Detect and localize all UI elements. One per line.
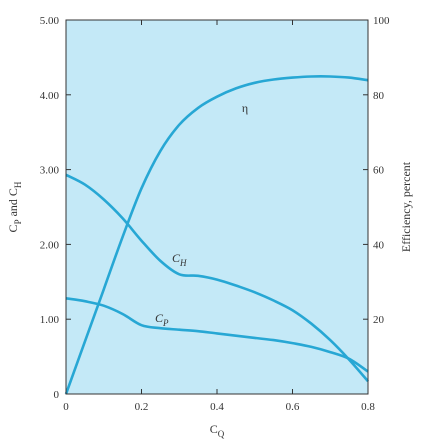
y-left-axis-label: CP and CH (6, 181, 23, 232)
plot-background (66, 20, 368, 394)
y-left-tick-label: 5.00 (40, 15, 60, 27)
x-tick-label: 0.4 (210, 401, 224, 413)
y-left-tick-label: 4.00 (40, 90, 60, 102)
y-left-tick-labels: 0 1.00 2.00 3.00 4.00 5.00 (40, 15, 60, 401)
x-axis-label: CQ (210, 422, 225, 439)
y-left-tick-label: 3.00 (40, 165, 60, 177)
y-left-tick-label: 1.00 (40, 314, 60, 326)
eta-curve-label: η (242, 101, 248, 115)
y-right-tick-label: 40 (373, 239, 385, 251)
x-axis-ticks (65, 20, 369, 394)
ch-curve-label: CH (172, 251, 187, 268)
y-left-tick-label: 2.00 (40, 239, 60, 251)
y-right-tick-labels: 20 40 60 80 100 (373, 15, 390, 326)
series-line-eta (64, 75, 369, 395)
y-left-axis-ticks (66, 19, 71, 395)
y-right-tick-label: 20 (373, 314, 385, 326)
y-right-tick-label: 80 (373, 90, 385, 102)
series-line-ch (65, 173, 369, 383)
x-axis-tick-labels: 0 0.2 0.4 0.6 0.8 (63, 401, 375, 413)
x-tick-label: 0 (63, 401, 69, 413)
series-line-cp (65, 297, 369, 373)
y-right-axis-label: Efficiency, percent (399, 161, 413, 252)
y-right-tick-label: 60 (373, 165, 385, 177)
curves (64, 75, 369, 395)
x-tick-label: 0.8 (361, 401, 375, 413)
y-right-tick-label: 100 (373, 15, 390, 27)
cp-curve-label: CP (155, 311, 169, 328)
x-tick-label: 0.2 (135, 401, 149, 413)
y-right-axis-ticks (363, 19, 368, 320)
x-tick-label: 0.6 (286, 401, 300, 413)
y-left-tick-label: 0 (54, 389, 60, 401)
